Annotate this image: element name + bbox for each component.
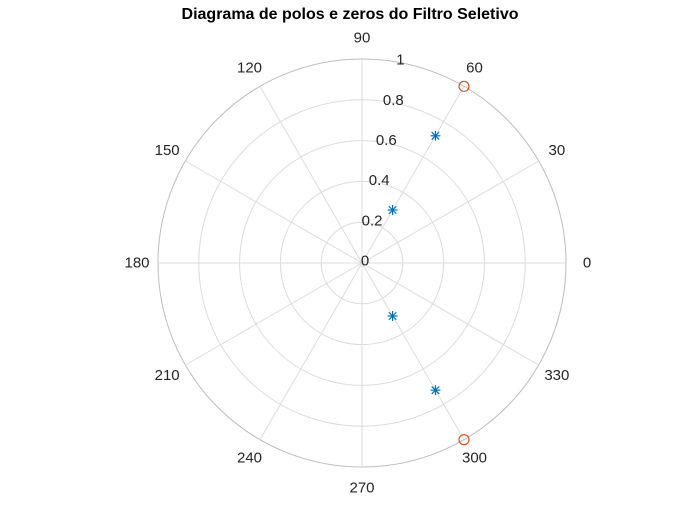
grid-spoke <box>185 160 363 264</box>
grid-spoke <box>259 262 363 440</box>
theta-tick-label: 0 <box>583 255 591 272</box>
theta-tick-label: 60 <box>466 60 483 77</box>
pole-marker <box>387 311 398 322</box>
zero-marker <box>458 434 470 446</box>
theta-tick-label: 300 <box>462 449 487 466</box>
grid-spoke <box>361 86 465 264</box>
zero-marker <box>458 80 470 92</box>
pole-marker <box>430 130 441 141</box>
theta-tick-label: 210 <box>155 367 180 384</box>
theta-tick-label: 90 <box>354 30 371 47</box>
theta-tick-label: 330 <box>544 367 569 384</box>
theta-tick-label: 120 <box>237 60 262 77</box>
theta-tick-label: 180 <box>124 255 149 272</box>
grid-spoke <box>361 160 539 264</box>
grid-spoke <box>185 262 363 366</box>
theta-tick-label: 150 <box>155 142 180 159</box>
pole-marker <box>387 204 398 215</box>
grid-spoke <box>361 262 465 440</box>
data-layer <box>387 80 470 446</box>
grid-spoke <box>361 262 539 366</box>
r-tick-label: 0.4 <box>369 172 390 189</box>
grid-spoke <box>259 86 363 264</box>
tick-label-layer: 0 30 60 90 120 150 180 210 240 270 300 330 0 0.2 0.4 0.… <box>124 30 591 497</box>
grid-layer <box>157 58 567 468</box>
r-tick-label: 0.6 <box>376 132 397 149</box>
r-tick-label: 0.8 <box>383 92 404 109</box>
theta-tick-label: 270 <box>349 480 374 497</box>
chart-title: Diagrama de polos e zeros do Filtro Sele… <box>181 6 519 23</box>
theta-tick-label: 30 <box>549 142 566 159</box>
r-tick-label: 1 <box>396 52 404 69</box>
r-tick-label: 0 <box>361 253 369 270</box>
r-tick-label: 0.2 <box>362 212 383 229</box>
pole-marker <box>430 385 441 396</box>
theta-tick-label: 240 <box>237 449 262 466</box>
